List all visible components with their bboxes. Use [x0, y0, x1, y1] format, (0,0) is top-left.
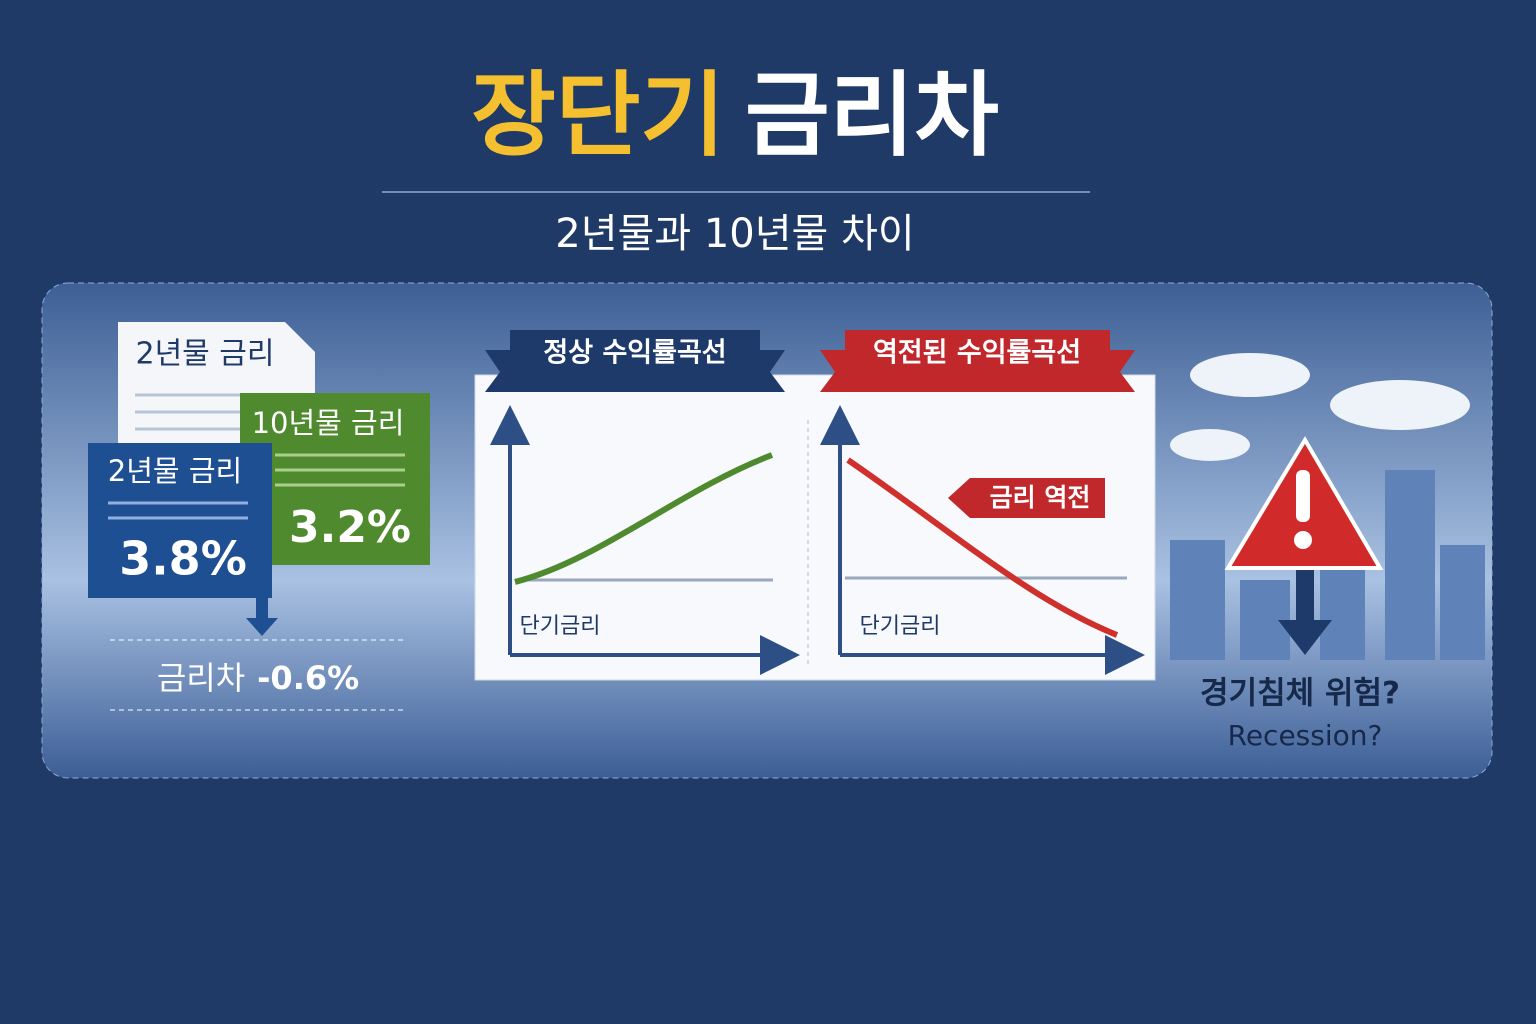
inverted-title: 역전된 수익률곡선	[873, 338, 1081, 369]
chart-box	[474, 374, 1156, 681]
paper-label: 2년물 금리	[135, 337, 274, 372]
inverted-curve	[846, 457, 1119, 638]
down-arrow	[246, 598, 278, 636]
warning-arrow	[1278, 570, 1332, 655]
inverted-axes	[820, 405, 1145, 675]
short-card	[88, 443, 272, 598]
spread-value: -0.6%	[257, 659, 359, 697]
warning-dot	[1294, 531, 1312, 549]
inverted-axis-label: 단기금리	[860, 614, 941, 639]
normal-title: 정상 수익률곡선	[543, 338, 726, 369]
title-highlight: 장단기	[471, 62, 725, 169]
warning-text: 경기침체 위험?	[1200, 676, 1400, 712]
spread-label: 금리차	[157, 659, 245, 697]
short-value: 3.8%	[119, 532, 247, 586]
title: 장단기 금리차	[471, 62, 999, 169]
normal-axis-label: 단기금리	[520, 614, 601, 639]
normal-axes	[490, 405, 800, 675]
long-label: 10년물 금리	[252, 406, 405, 440]
clouds	[1170, 353, 1470, 461]
buildings	[1170, 470, 1485, 660]
callout-box	[948, 478, 1105, 518]
callout: 금리 역전	[990, 483, 1091, 512]
short-label: 2년물 금리	[108, 454, 242, 488]
long-value: 3.2%	[289, 502, 411, 553]
warning-mark	[1296, 470, 1310, 522]
long-lines	[275, 453, 405, 487]
normal-curve	[514, 452, 774, 585]
short-lines	[108, 501, 248, 520]
warning-english: Recession?	[1228, 719, 1383, 752]
inverted-banner	[820, 330, 1135, 392]
spread: 금리차 -0.6%	[157, 659, 359, 697]
subtitle: 2년물과 10년물 차이	[555, 211, 914, 257]
normal-banner	[485, 330, 785, 392]
title-rest: 금리차	[745, 62, 999, 169]
